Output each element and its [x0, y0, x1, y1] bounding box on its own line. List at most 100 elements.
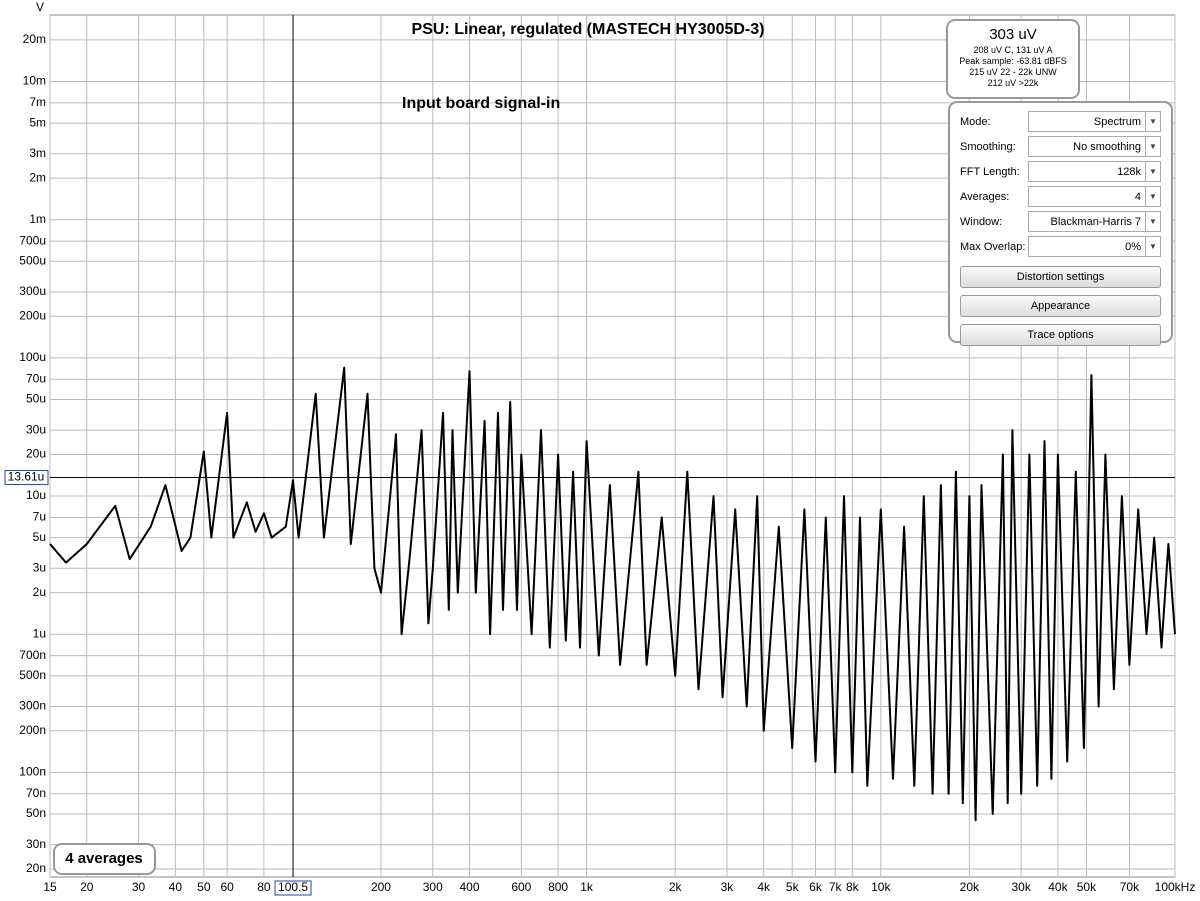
chart-title: PSU: Linear, regulated (MASTECH HY3005D-…	[412, 21, 765, 38]
y-tick-label: 50n	[26, 806, 46, 820]
dropdown-arrow[interactable]: ▼	[1145, 237, 1160, 256]
y-unit: V	[36, 0, 44, 14]
x-tick-label: 2k	[669, 880, 683, 894]
dropdown-value: 4	[1134, 190, 1141, 203]
x-tick-label: 4k	[757, 880, 771, 894]
x-tick-label: 600	[511, 880, 531, 894]
y-tick-label: 70n	[26, 786, 46, 800]
button[interactable]: Trace options	[960, 324, 1161, 346]
x-tick-label: 5k	[786, 880, 800, 894]
annotation: Input board signal-in	[402, 95, 560, 112]
x-tick-label: 60	[220, 880, 234, 894]
meter-line: 208 uV C, 131 uV A	[973, 45, 1053, 55]
button[interactable]: Appearance	[960, 295, 1161, 317]
x-tick-label: 15	[43, 880, 57, 894]
y-tick-label: 200n	[19, 723, 46, 737]
y-tick-label: 7u	[33, 510, 46, 524]
dropdown[interactable]: Blackman-Harris 7 ▼	[1028, 211, 1161, 232]
y-tick-label: 30n	[26, 837, 46, 851]
y-tick-label: 30u	[26, 422, 46, 436]
cursor-y-label: 13.61u	[8, 470, 45, 484]
dropdown-value: 128k	[1117, 165, 1141, 178]
control-panel: Mode: Spectrum ▼ Smoothing: No smoothing ▼ FFT…	[948, 101, 1173, 346]
footer-note: 4 averages	[65, 850, 143, 867]
x-tick-label: 30	[132, 880, 146, 894]
y-tick-label: 500n	[19, 668, 46, 682]
x-tick-label: 300	[423, 880, 443, 894]
dropdown-value: No smoothing	[1073, 140, 1141, 153]
dropdown[interactable]: 128k ▼	[1028, 161, 1161, 182]
x-tick-label: 50	[197, 880, 211, 894]
x-tick-label: 40k	[1048, 880, 1068, 894]
y-tick-label: 10u	[26, 488, 46, 502]
meter-line: 212 uV >22k	[987, 78, 1039, 88]
y-tick-label: 3m	[29, 146, 46, 160]
dropdown-arrow[interactable]: ▼	[1145, 212, 1160, 231]
y-tick-label: 10m	[23, 74, 46, 88]
control-label: FFT Length:	[960, 165, 1020, 178]
level: 303 uV	[989, 26, 1037, 43]
x-tick-label: 8k	[846, 880, 860, 894]
dropdown-value: 0%	[1125, 240, 1141, 253]
y-tick-label: 20m	[23, 32, 46, 46]
control-row: Mode: Spectrum ▼	[960, 109, 1161, 134]
dropdown[interactable]: No smoothing ▼	[1028, 136, 1161, 157]
y-tick-label: 5u	[33, 530, 46, 544]
x-tick-label: 30k	[1011, 880, 1031, 894]
control-row: FFT Length: 128k ▼	[960, 159, 1161, 184]
cursor-y-box	[4, 470, 49, 486]
control-label: Max Overlap:	[960, 240, 1026, 253]
y-tick-label: 1m	[29, 212, 46, 226]
x-tick-label: 50k	[1077, 880, 1097, 894]
x-tick-label: 800	[548, 880, 568, 894]
button[interactable]: Distortion settings	[960, 266, 1161, 288]
y-tick-label: 5m	[29, 115, 46, 129]
dropdown[interactable]: 0% ▼	[1028, 236, 1161, 257]
control-label: Smoothing:	[960, 140, 1016, 153]
x-tick-label: 10k	[871, 880, 891, 894]
dropdown-arrow[interactable]: ▼	[1145, 162, 1160, 181]
x-tick-label: 80	[257, 880, 271, 894]
dropdown-arrow[interactable]: ▼	[1145, 187, 1160, 206]
y-tick-label: 100n	[19, 765, 46, 779]
y-tick-label: 300u	[19, 284, 46, 298]
dropdown-value: Spectrum	[1093, 115, 1141, 128]
control-label: Mode:	[960, 115, 991, 128]
y-tick-label: 2m	[29, 170, 46, 184]
y-tick-label: 500u	[19, 253, 46, 267]
control-label: Averages:	[960, 190, 1010, 203]
y-tick-label: 700n	[19, 648, 46, 662]
y-tick-label: 100u	[19, 350, 46, 364]
y-tick-label: 200u	[19, 308, 46, 322]
control-row: Max Overlap: 0% ▼	[960, 234, 1161, 259]
x-tick-label: 40	[169, 880, 183, 894]
x-tick-label: 20k	[960, 880, 980, 894]
x-tick-label: 100kHz	[1155, 880, 1196, 894]
control-row: Averages: 4 ▼	[960, 184, 1161, 209]
y-tick-label: 300n	[19, 699, 46, 713]
y-tick-label: 3u	[33, 560, 46, 574]
control-label: Window:	[960, 215, 1003, 228]
cursor-x-box	[274, 880, 312, 896]
x-tick-label: 3k	[721, 880, 735, 894]
x-tick-label: 200	[371, 880, 391, 894]
x-tick-label: 6k	[809, 880, 823, 894]
dropdown[interactable]: Spectrum ▼	[1028, 111, 1161, 132]
y-tick-label: 50u	[26, 392, 46, 406]
x-tick-label: 400	[460, 880, 480, 894]
trace	[49, 366, 1176, 822]
level-meter: 303 uV 208 uV C, 131 uV A Peak sample: -…	[946, 19, 1080, 99]
dropdown-arrow[interactable]: ▼	[1145, 137, 1160, 156]
footer-box	[53, 843, 156, 875]
dropdown-arrow[interactable]: ▼	[1145, 112, 1160, 131]
dropdown[interactable]: 4 ▼	[1028, 186, 1161, 207]
y-tick-label: 7m	[29, 95, 46, 109]
control-row: Smoothing: No smoothing ▼	[960, 134, 1161, 159]
y-tick-label: 20u	[26, 447, 46, 461]
x-tick-label: 20	[80, 880, 94, 894]
x-tick-label: 70k	[1120, 880, 1140, 894]
x-tick-label: 1k	[580, 880, 594, 894]
y-tick-label: 20n	[26, 861, 46, 875]
cursor-x-label: 100.5	[278, 880, 308, 894]
